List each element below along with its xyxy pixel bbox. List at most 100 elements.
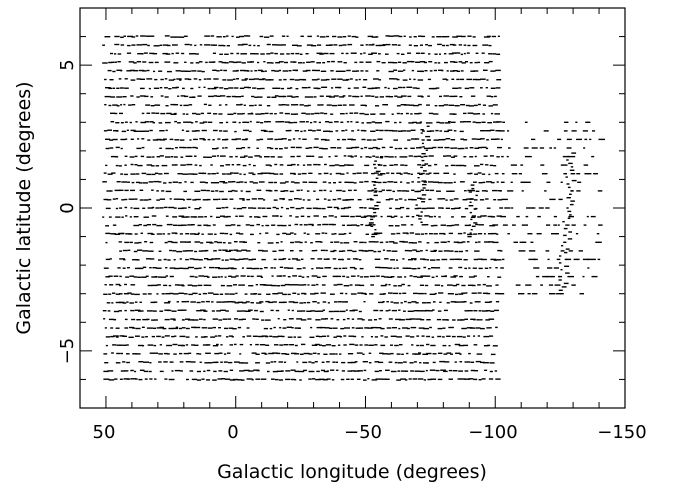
data-point — [246, 267, 252, 269]
data-point — [124, 164, 127, 166]
data-point — [320, 369, 325, 372]
data-point — [583, 147, 586, 149]
data-point — [415, 353, 421, 355]
data-point — [277, 292, 283, 294]
data-point — [249, 104, 254, 107]
data-point — [497, 190, 502, 192]
data-point — [118, 241, 122, 243]
data-point — [300, 189, 303, 191]
data-point — [190, 361, 196, 363]
data-point — [227, 318, 232, 320]
data-point — [298, 370, 305, 373]
y-tick-label: 5 — [57, 59, 78, 70]
data-point — [558, 275, 563, 278]
data-point — [405, 112, 409, 115]
data-point — [465, 104, 470, 107]
data-point — [329, 327, 333, 329]
data-point — [138, 310, 142, 312]
data-point — [342, 95, 346, 97]
data-point — [201, 70, 205, 73]
data-point — [190, 181, 194, 184]
data-point — [473, 344, 478, 346]
data-point — [122, 335, 127, 337]
data-point — [415, 318, 422, 320]
data-point — [337, 208, 340, 210]
data-point — [134, 267, 141, 270]
data-point — [314, 310, 320, 312]
data-point — [203, 284, 209, 286]
data-point — [104, 95, 111, 98]
data-point — [425, 249, 428, 252]
data-point — [398, 198, 403, 200]
data-point — [371, 95, 375, 97]
data-point — [544, 190, 547, 192]
data-point — [284, 112, 290, 115]
data-point — [164, 96, 169, 98]
data-point — [368, 344, 374, 346]
data-point — [473, 319, 476, 321]
data-point — [396, 172, 401, 174]
data-point — [254, 104, 257, 106]
data-point — [450, 156, 455, 158]
data-point — [171, 310, 177, 312]
data-point — [361, 250, 368, 252]
data-point — [400, 181, 403, 183]
data-point — [345, 292, 348, 295]
data-point — [412, 353, 417, 355]
data-point — [328, 215, 334, 217]
data-point — [226, 285, 233, 287]
data-point — [153, 301, 158, 303]
data-point — [286, 233, 291, 235]
data-point — [415, 61, 421, 63]
data-point — [399, 173, 403, 175]
data-point — [124, 206, 128, 209]
data-point — [467, 172, 472, 175]
data-point — [336, 189, 342, 192]
data-point — [368, 207, 375, 209]
data-point — [307, 35, 312, 38]
data-point — [197, 232, 200, 234]
data-point — [129, 216, 132, 218]
data-point — [172, 216, 178, 218]
data-point — [367, 87, 374, 90]
data-point — [202, 139, 206, 141]
data-point — [278, 69, 281, 72]
data-point — [375, 156, 379, 158]
data-point — [456, 70, 461, 72]
data-point — [451, 293, 454, 295]
data-point — [341, 130, 345, 132]
data-point — [320, 112, 324, 114]
data-point — [414, 207, 419, 210]
data-point — [128, 198, 135, 200]
data-point — [138, 224, 142, 226]
data-point — [221, 301, 225, 303]
data-point — [207, 327, 213, 329]
data-point — [481, 121, 486, 123]
data-point — [159, 370, 164, 373]
data-point — [268, 130, 274, 133]
data-point — [240, 69, 246, 72]
data-point — [406, 86, 413, 88]
data-point — [233, 207, 236, 210]
data-point — [450, 208, 456, 210]
data-point — [274, 344, 279, 346]
data-point — [213, 78, 219, 80]
data-point — [234, 259, 240, 261]
data-point — [392, 190, 395, 193]
data-point — [511, 207, 514, 209]
data-point — [434, 284, 441, 286]
data-point — [105, 164, 108, 167]
data-point — [591, 275, 598, 278]
data-point — [259, 284, 266, 286]
data-point — [426, 319, 431, 321]
data-point — [268, 352, 274, 355]
data-point — [349, 78, 353, 80]
data-point — [280, 241, 283, 243]
data-point — [465, 250, 469, 252]
data-point — [167, 70, 172, 73]
data-point — [418, 35, 422, 37]
data-point — [442, 138, 446, 141]
data-point — [288, 122, 293, 124]
data-point — [366, 139, 372, 141]
data-point — [375, 87, 381, 89]
